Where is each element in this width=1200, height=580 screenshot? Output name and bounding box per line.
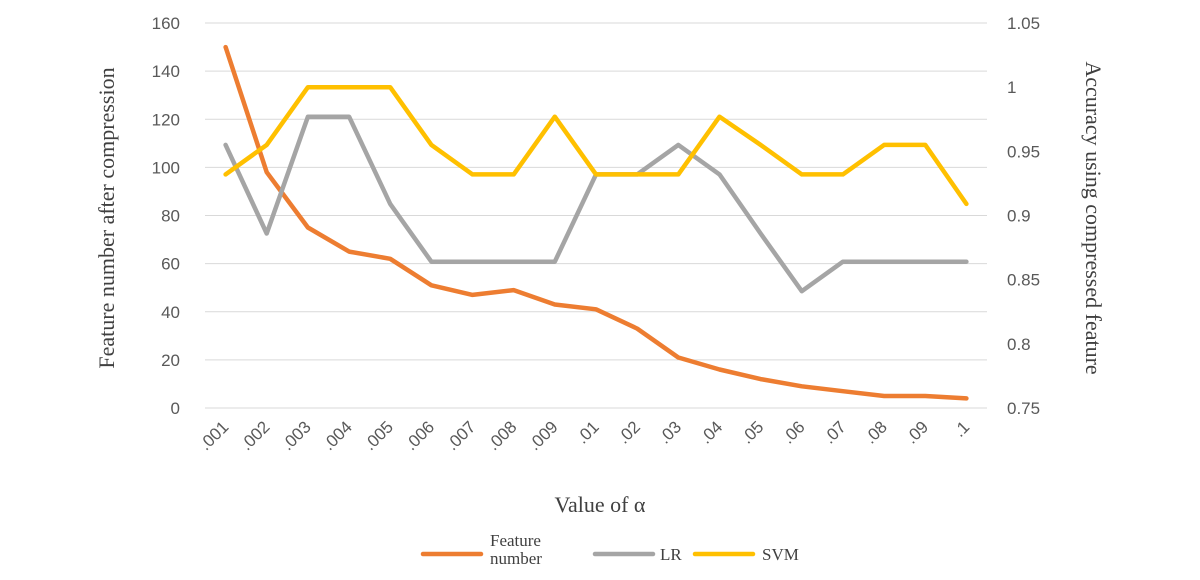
- series-line-svm: [223, 84, 969, 207]
- right-tick-label: 0.95: [1007, 142, 1040, 161]
- left-tick-label: 20: [161, 351, 180, 370]
- x-tick-label: .05: [737, 417, 767, 447]
- x-axis-ticks: .001.002.003.004.005.006.007.008.009 .01.…: [196, 417, 974, 454]
- right-tick-label: 0.75: [1007, 399, 1040, 418]
- right-axis-ticks: 0.75 0.8 0.85 0.9 0.95 1 1.05: [1007, 14, 1040, 418]
- left-tick-label: 40: [161, 303, 180, 322]
- left-tick-label: 100: [152, 158, 180, 177]
- left-axis-ticks: 0 20 40 60 80 100 120 140 160: [152, 14, 180, 418]
- x-tick-label: .01: [573, 417, 603, 447]
- right-tick-label: 1.05: [1007, 14, 1040, 33]
- left-tick-label: 80: [161, 207, 180, 226]
- x-tick-label: .08: [861, 417, 891, 447]
- x-tick-label: .003: [278, 417, 315, 454]
- gridlines: [205, 22, 987, 409]
- x-tick-label: .004: [319, 417, 356, 454]
- x-tick-label: .008: [484, 417, 521, 454]
- x-tick-label: .005: [360, 417, 397, 454]
- right-tick-label: 0.85: [1007, 271, 1040, 290]
- left-tick-label: 120: [152, 110, 180, 129]
- x-tick-label: .09: [902, 417, 932, 447]
- x-tick-label: .03: [655, 417, 685, 447]
- right-tick-label: 0.9: [1007, 207, 1031, 226]
- series-line-feature-number: [223, 44, 969, 401]
- series-lines: [223, 44, 969, 401]
- legend-label: SVM: [762, 545, 799, 564]
- left-axis-title: Feature number after compression: [94, 67, 119, 368]
- x-tick-label: .04: [696, 417, 726, 447]
- x-tick-label: .006: [401, 417, 438, 454]
- x-tick-label: .007: [443, 417, 480, 454]
- left-tick-label: 60: [161, 255, 180, 274]
- x-tick-label: .02: [614, 417, 644, 447]
- left-tick-label: 140: [152, 62, 180, 81]
- legend-label: LR: [660, 545, 682, 564]
- x-tick-label: .07: [820, 417, 850, 447]
- right-tick-label: 1: [1007, 78, 1016, 97]
- legend: Feature number LR SVM: [420, 531, 799, 568]
- left-tick-label: 160: [152, 14, 180, 33]
- x-tick-label: .009: [525, 417, 562, 454]
- x-tick-label: .06: [778, 417, 808, 447]
- legend-label: Feature number: [490, 531, 542, 568]
- x-tick-label: .001: [196, 417, 233, 454]
- x-tick-label: .002: [237, 417, 274, 454]
- right-tick-label: 0.8: [1007, 335, 1031, 354]
- series-line-lr: [223, 114, 969, 294]
- x-tick-label: .1: [950, 417, 973, 440]
- left-tick-label: 0: [171, 399, 180, 418]
- right-axis-title: Accuracy using compressed feature: [1081, 61, 1106, 374]
- x-axis-title: Value of α: [555, 492, 646, 517]
